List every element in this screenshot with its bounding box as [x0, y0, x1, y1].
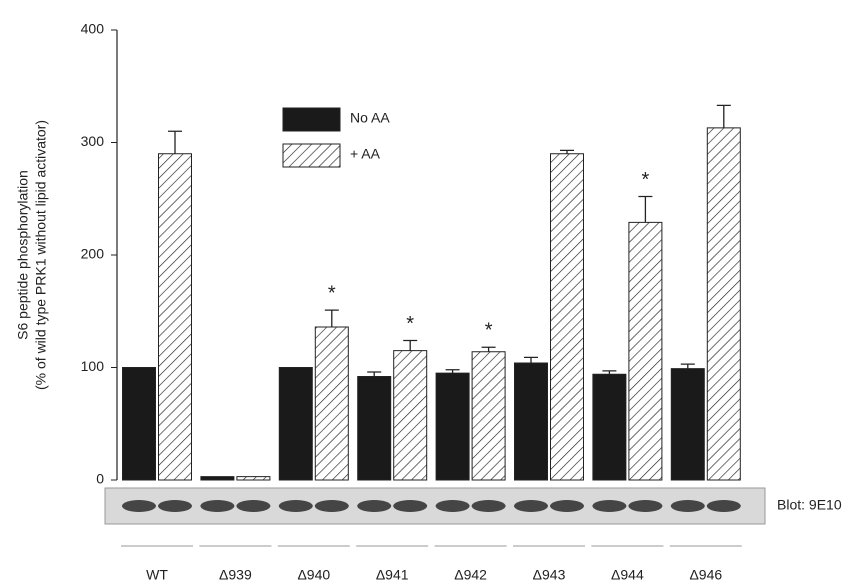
bar — [629, 222, 662, 480]
bar — [472, 352, 505, 480]
bar — [159, 154, 192, 480]
significance-marker: * — [642, 169, 650, 191]
blot-band — [550, 500, 584, 512]
blot-band — [592, 500, 626, 512]
x-tick-label: Δ944 — [611, 567, 644, 583]
bar — [593, 374, 626, 480]
blot-band — [671, 500, 705, 512]
bar — [358, 377, 391, 481]
error-bar — [681, 364, 695, 369]
blot-band — [279, 500, 313, 512]
bar — [123, 368, 156, 481]
x-tick-label: Δ946 — [689, 567, 722, 583]
legend-label: No AA — [350, 110, 390, 126]
y-tick-label: 0 — [96, 471, 104, 487]
bar — [671, 369, 704, 480]
error-bar — [638, 197, 652, 223]
legend-label: + AA — [350, 146, 381, 162]
y-tick-label: 200 — [81, 246, 105, 262]
blot-band — [514, 500, 548, 512]
bar — [515, 363, 548, 480]
error-bar — [717, 105, 731, 128]
error-bar — [560, 150, 574, 153]
x-tick-label: Δ939 — [219, 567, 252, 583]
x-tick-label: WT — [146, 567, 168, 583]
bar — [394, 351, 427, 480]
error-bar — [325, 310, 339, 327]
blot-band — [628, 500, 662, 512]
blot-band — [315, 500, 349, 512]
bar — [707, 128, 740, 480]
bar — [551, 154, 584, 480]
x-tick-label: Δ942 — [454, 567, 487, 583]
chart: S6 peptide phosphorylation (% of wild ty… — [0, 0, 865, 587]
bar — [201, 477, 234, 480]
legend-swatch — [283, 108, 340, 131]
significance-marker: * — [328, 282, 336, 304]
blot-band — [436, 500, 470, 512]
bar — [436, 373, 469, 480]
blot-band — [393, 500, 427, 512]
error-bar — [602, 371, 616, 374]
significance-marker: * — [485, 320, 493, 342]
error-bar — [168, 131, 182, 154]
x-tick-label: Δ940 — [297, 567, 330, 583]
y-tick-label: 300 — [81, 133, 105, 149]
bar — [315, 327, 348, 480]
x-tick-label: Δ941 — [376, 567, 409, 583]
error-bar — [524, 357, 538, 363]
blot-band — [236, 500, 270, 512]
blot-band — [158, 500, 192, 512]
bar — [279, 368, 312, 481]
error-bar — [403, 341, 417, 351]
y-axis-title-line: S6 peptide phosphorylation — [15, 170, 31, 340]
blot-label: Blot: 9E10 — [777, 497, 842, 513]
blot-band — [122, 500, 156, 512]
y-axis-title-line: (% of wild type PRK1 without lipid activ… — [33, 120, 49, 390]
y-axis-title: S6 peptide phosphorylation (% of wild ty… — [15, 120, 49, 390]
error-bar — [482, 347, 496, 352]
legend-swatch — [283, 144, 340, 167]
error-bar — [367, 372, 381, 377]
y-tick-label: 400 — [81, 21, 105, 37]
x-tick-label: Δ943 — [533, 567, 566, 583]
blot-band — [707, 500, 741, 512]
significance-marker: * — [406, 313, 414, 335]
blot-band — [472, 500, 506, 512]
blot-band — [200, 500, 234, 512]
error-bar — [446, 370, 460, 373]
bar — [237, 477, 270, 480]
y-tick-label: 100 — [81, 358, 105, 374]
blot-band — [357, 500, 391, 512]
